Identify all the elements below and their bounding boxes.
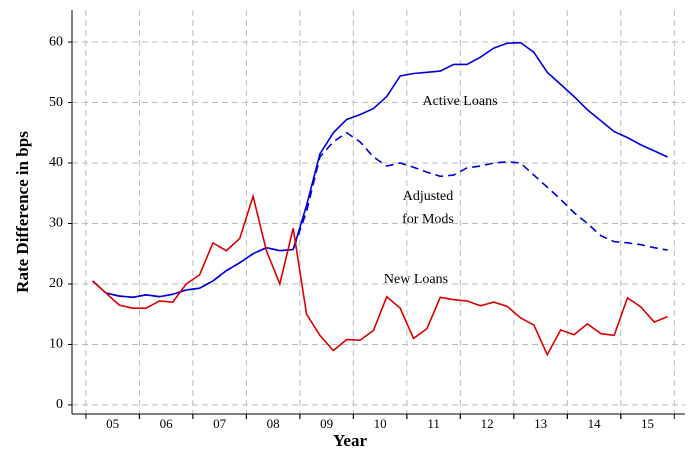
y-tick-label: 20 bbox=[49, 276, 63, 291]
x-tick-label: 05 bbox=[106, 416, 119, 431]
x-tick-label: 12 bbox=[481, 416, 494, 431]
data-line bbox=[92, 41, 668, 299]
x-tick-label: 07 bbox=[213, 416, 227, 431]
y-tick-label: 30 bbox=[49, 216, 63, 231]
x-axis-label: Year bbox=[333, 431, 367, 450]
x-tick-label: 13 bbox=[534, 416, 547, 431]
annotation: for Mods bbox=[402, 212, 454, 227]
annotation: Active Loans bbox=[422, 94, 497, 109]
y-tick-label: 60 bbox=[49, 34, 63, 49]
y-tick-label: 40 bbox=[49, 155, 63, 170]
y-axis-label: Rate Difference in bps bbox=[13, 131, 32, 293]
y-tick-label: 0 bbox=[56, 397, 63, 412]
x-tick-label: 11 bbox=[427, 416, 440, 431]
x-tick-label: 06 bbox=[160, 416, 174, 431]
y-tick-label: 50 bbox=[49, 95, 63, 110]
x-tick-label: 10 bbox=[374, 416, 387, 431]
y-tick-label: 10 bbox=[49, 337, 63, 352]
data-line bbox=[92, 193, 668, 357]
x-tick-label: 14 bbox=[588, 416, 602, 431]
x-tick-label: 09 bbox=[320, 416, 333, 431]
annotation: Adjusted bbox=[403, 189, 454, 204]
annotation: New Loans bbox=[384, 272, 448, 287]
x-tick-label: 15 bbox=[641, 416, 654, 431]
data-line bbox=[92, 131, 668, 299]
x-tick-label: 08 bbox=[267, 416, 280, 431]
